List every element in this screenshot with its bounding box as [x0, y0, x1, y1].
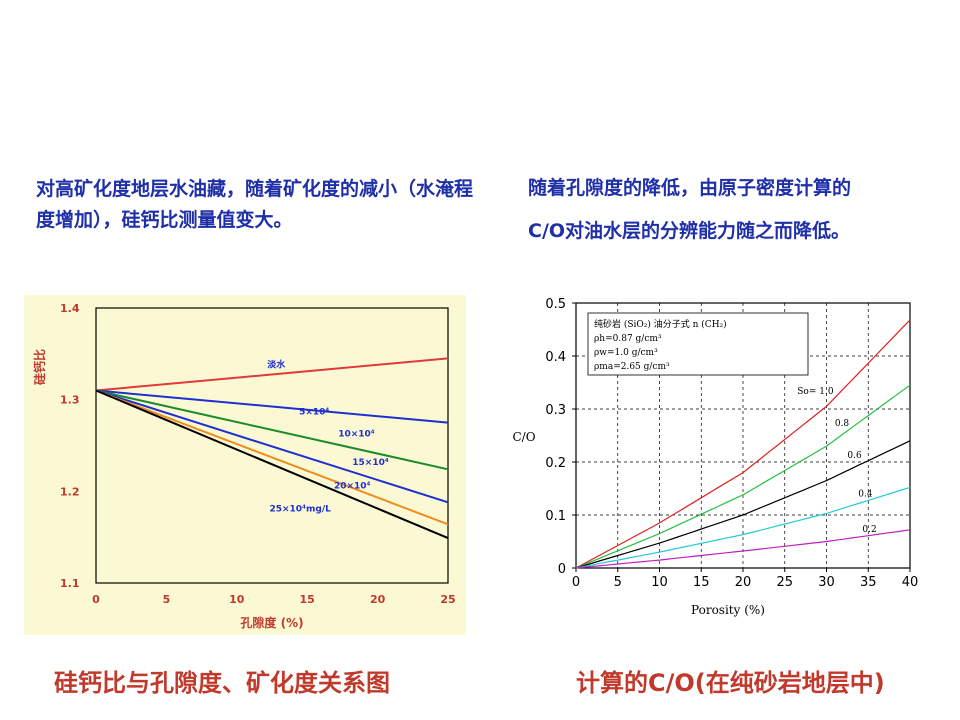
left-y-tick-label-1: 1.2	[60, 485, 80, 498]
right-x-tick-label-7: 35	[860, 575, 877, 590]
left-caption: 硅钙比与孔隙度、矿化度关系图	[54, 669, 390, 697]
right-paragraph-line1: 随着孔隙度的降低，由原子密度计算的	[528, 177, 852, 199]
left-x-tick-label-2: 10	[229, 593, 245, 606]
right-x-tick-label-5: 25	[776, 575, 793, 590]
right-y-tick-label-5: 0.5	[545, 297, 566, 312]
left-series-line-3	[95, 389, 449, 504]
right-legend-box	[587, 312, 809, 376]
right-series-label-2: 0.6	[847, 451, 862, 461]
right-series-label-1: 0.8	[835, 419, 850, 429]
left-y-tick-label-0: 1.1	[60, 577, 80, 590]
left-y-tick-label-3: 1.4	[60, 302, 80, 315]
left-x-tick-label-0: 0	[92, 593, 100, 606]
right-legend-line-2: ρw=1.0 g/cm³	[594, 348, 658, 358]
right-y-tick-label-1: 0.1	[545, 509, 566, 524]
left-x-tick-label-5: 25	[440, 593, 455, 606]
right-series-label-3: 0.4	[858, 489, 873, 499]
right-series-label-4: 0.2	[862, 525, 876, 535]
left-series-label-1: 5×10⁴	[299, 407, 329, 417]
right-legend-line-1: ρh=0.87 g/cm³	[594, 334, 662, 344]
right-series-line-2	[575, 440, 911, 569]
right-x-tick-label-8: 40	[902, 575, 919, 590]
right-y-tick-label-0: 0	[558, 562, 566, 577]
right-paragraph: 随着孔隙度的降低，由原子密度计算的 C/O对油水层的分辨能力随之而降低。	[528, 167, 958, 253]
right-legend-line-3: ρma=2.65 g/cm³	[594, 362, 670, 372]
left-y-axis-label: 硅钙比	[32, 349, 47, 385]
right-x-tick-label-3: 15	[693, 575, 710, 590]
right-y-tick-label-2: 0.2	[545, 456, 566, 471]
left-series-line-4	[95, 389, 449, 526]
right-x-tick-label-2: 10	[651, 575, 668, 590]
right-legend-line-0: 纯砂岩 (SiO₂) 油分子式 n (CH₂)	[594, 318, 727, 330]
right-x-tick-label-6: 30	[818, 575, 835, 590]
left-series-line-1	[95, 389, 449, 424]
left-series-label-3: 15×10⁴	[352, 458, 389, 468]
right-series-line-0	[575, 319, 911, 569]
left-series-label-5: 25×10⁴mg/L	[269, 505, 331, 515]
left-series-label-0: 淡水	[267, 359, 286, 371]
right-series-line-1	[575, 384, 911, 569]
right-y-axis-label: C/O	[512, 430, 535, 444]
right-x-tick-label-4: 20	[735, 575, 752, 590]
left-series-line-5	[95, 389, 449, 540]
left-paragraph: 对高矿化度地层水油藏，随着矿化度的减小（水淹程度增加），硅钙比测量值变大。	[36, 178, 474, 231]
left-series-label-2: 10×10⁴	[338, 429, 375, 439]
right-series-line-4	[575, 529, 911, 569]
left-y-tick-label-2: 1.3	[60, 394, 80, 407]
left-series-line-0	[95, 357, 449, 392]
right-x-tick-label-1: 5	[614, 575, 622, 590]
left-x-tick-label-4: 20	[370, 593, 386, 606]
right-y-tick-label-3: 0.3	[545, 403, 566, 418]
left-chart: 0 5 10 15 20 25 1.1 1.2 1.3 1.4 孔隙度 (%) 硅钙比 淡水 5×10⁴ 1…	[32, 302, 456, 630]
left-x-axis-label: 孔隙度 (%)	[240, 615, 303, 630]
right-series-label-0: So= 1.0	[797, 387, 834, 397]
right-chart: 0 5 10 15 20 25 30 35 40 0 0.1 0.2 0.3 0.4 0.5 Porosity…	[512, 297, 919, 617]
right-x-tick-label-0: 0	[572, 575, 580, 590]
right-x-axis-label: Porosity (%)	[691, 603, 765, 617]
right-series-line-3	[575, 486, 911, 569]
right-y-tick-label-4: 0.4	[545, 350, 566, 365]
left-x-tick-label-1: 5	[163, 593, 171, 606]
left-x-tick-label-3: 15	[300, 593, 315, 606]
left-chart-panel: 0 5 10 15 20 25 1.1 1.2 1.3 1.4 孔隙度 (%) 硅钙比 淡水 5×10⁴ 1…	[24, 295, 466, 635]
right-paragraph-line2: C/O对油水层的分辨能力随之而降低。	[528, 220, 851, 242]
left-series-line-2	[95, 389, 449, 471]
left-series-label-4: 20×10⁴	[334, 482, 371, 492]
right-caption: 计算的C/O(在纯砂岩地层中)	[576, 669, 885, 697]
